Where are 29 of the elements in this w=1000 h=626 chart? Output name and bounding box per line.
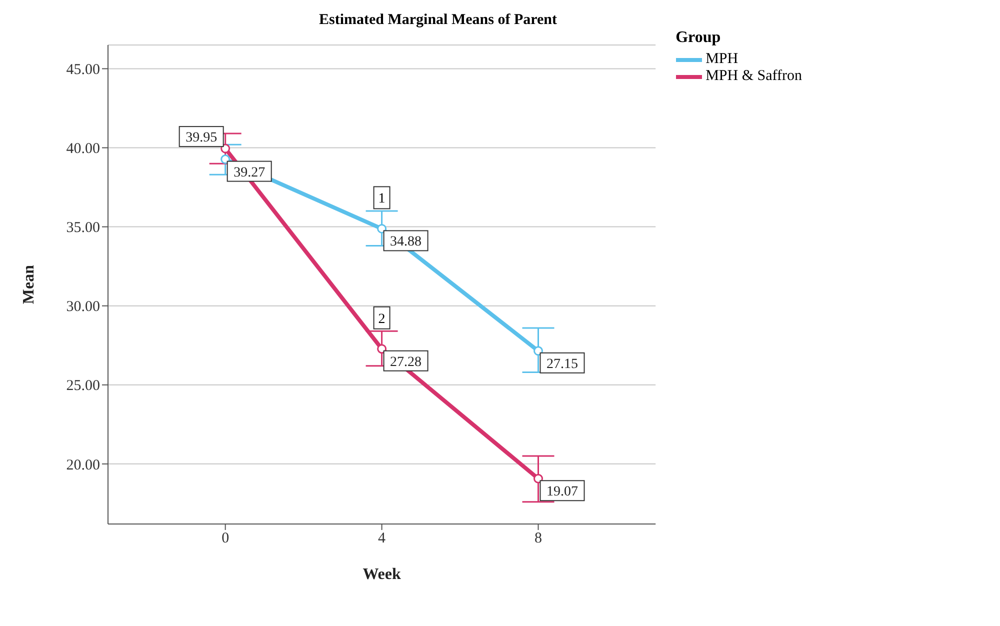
y-tick-label: 35.00 [66, 220, 100, 236]
annotation: 2 [378, 312, 386, 327]
y-tick-label: 30.00 [66, 299, 100, 316]
point [377, 224, 387, 234]
point [534, 346, 543, 356]
data-label: 27.28 [390, 354, 422, 370]
point [534, 474, 543, 484]
annotation: 1 [378, 192, 386, 207]
legend-label: MPH [704, 51, 740, 68]
x-tick-label: 4 [378, 530, 386, 547]
point [377, 344, 387, 354]
legend-title: Group [676, 29, 722, 47]
x-axis-title: Week [362, 566, 402, 583]
point [220, 144, 230, 154]
chart-title: Estimated Marginal Means of Parent [318, 11, 558, 29]
data-label: 27.15 [546, 356, 578, 372]
data-label: 39.27 [234, 165, 266, 180]
data-label: 39.95 [186, 130, 218, 146]
y-tick-label: 20.00 [66, 457, 100, 474]
y-axis-title: Mean [20, 264, 38, 304]
legend-label: MPH & Saffron [704, 68, 802, 85]
y-tick-label: 40.00 [66, 141, 100, 158]
y-tick-label: 45.00 [66, 62, 100, 78]
data-label: 34.88 [390, 234, 422, 250]
data-label: 19.07 [546, 484, 578, 500]
point [220, 154, 230, 164]
x-tick-label: 0 [222, 530, 230, 547]
y-tick-label: 25.00 [66, 378, 100, 394]
x-tick-label: 8 [534, 530, 542, 547]
